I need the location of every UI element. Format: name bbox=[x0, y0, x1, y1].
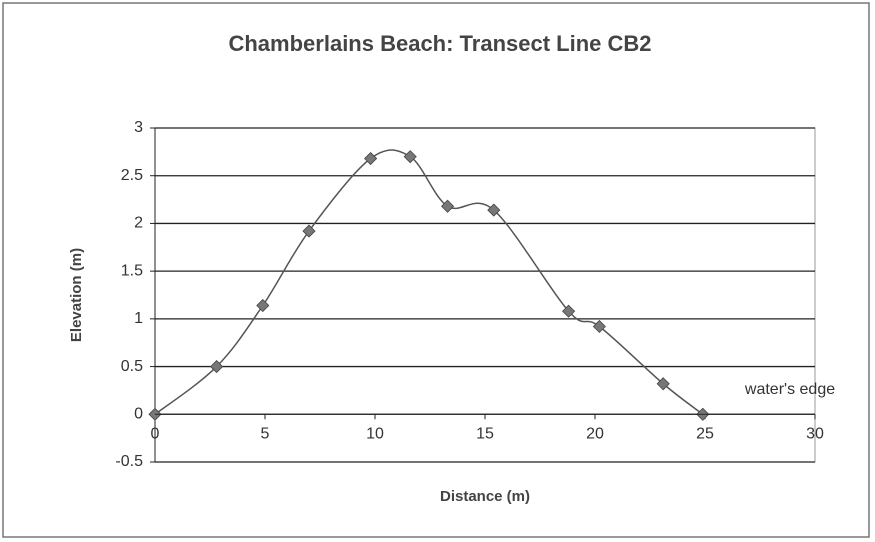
data-point bbox=[562, 304, 576, 318]
x-tick-label: 0 bbox=[151, 426, 160, 443]
x-tick-label: 10 bbox=[366, 426, 384, 443]
y-tick-label: 1.5 bbox=[121, 262, 143, 279]
data-point bbox=[441, 199, 455, 213]
y-tick-label: -0.5 bbox=[115, 453, 143, 470]
y-axis-label: Elevation (m) bbox=[68, 248, 85, 342]
y-tick-label: 2.5 bbox=[121, 167, 143, 184]
y-tick-label: 0.5 bbox=[121, 358, 143, 375]
chart-title: Chamberlains Beach: Transect Line CB2 bbox=[228, 31, 651, 56]
data-point bbox=[302, 224, 316, 238]
data-point bbox=[364, 151, 378, 166]
data-point bbox=[487, 203, 501, 217]
x-axis-label: Distance (m) bbox=[440, 488, 530, 505]
y-tick-label: 3 bbox=[134, 119, 143, 136]
data-point bbox=[403, 150, 417, 164]
data-point bbox=[656, 377, 670, 391]
data-point bbox=[210, 360, 224, 374]
x-tick-label: 5 bbox=[261, 426, 270, 443]
data-line bbox=[154, 149, 704, 415]
y-tick-label: 2 bbox=[134, 215, 143, 232]
x-tick-label: 15 bbox=[476, 426, 494, 443]
annotation: water's edge bbox=[744, 381, 835, 398]
y-tick-label: 1 bbox=[134, 310, 143, 327]
x-tick-label: 30 bbox=[806, 426, 824, 443]
y-tick-label: 0 bbox=[134, 406, 143, 423]
data-point bbox=[592, 319, 606, 334]
plot-area bbox=[154, 127, 816, 463]
x-tick-label: 20 bbox=[586, 426, 604, 443]
data-point bbox=[256, 298, 270, 313]
x-tick-label: 25 bbox=[696, 426, 714, 443]
